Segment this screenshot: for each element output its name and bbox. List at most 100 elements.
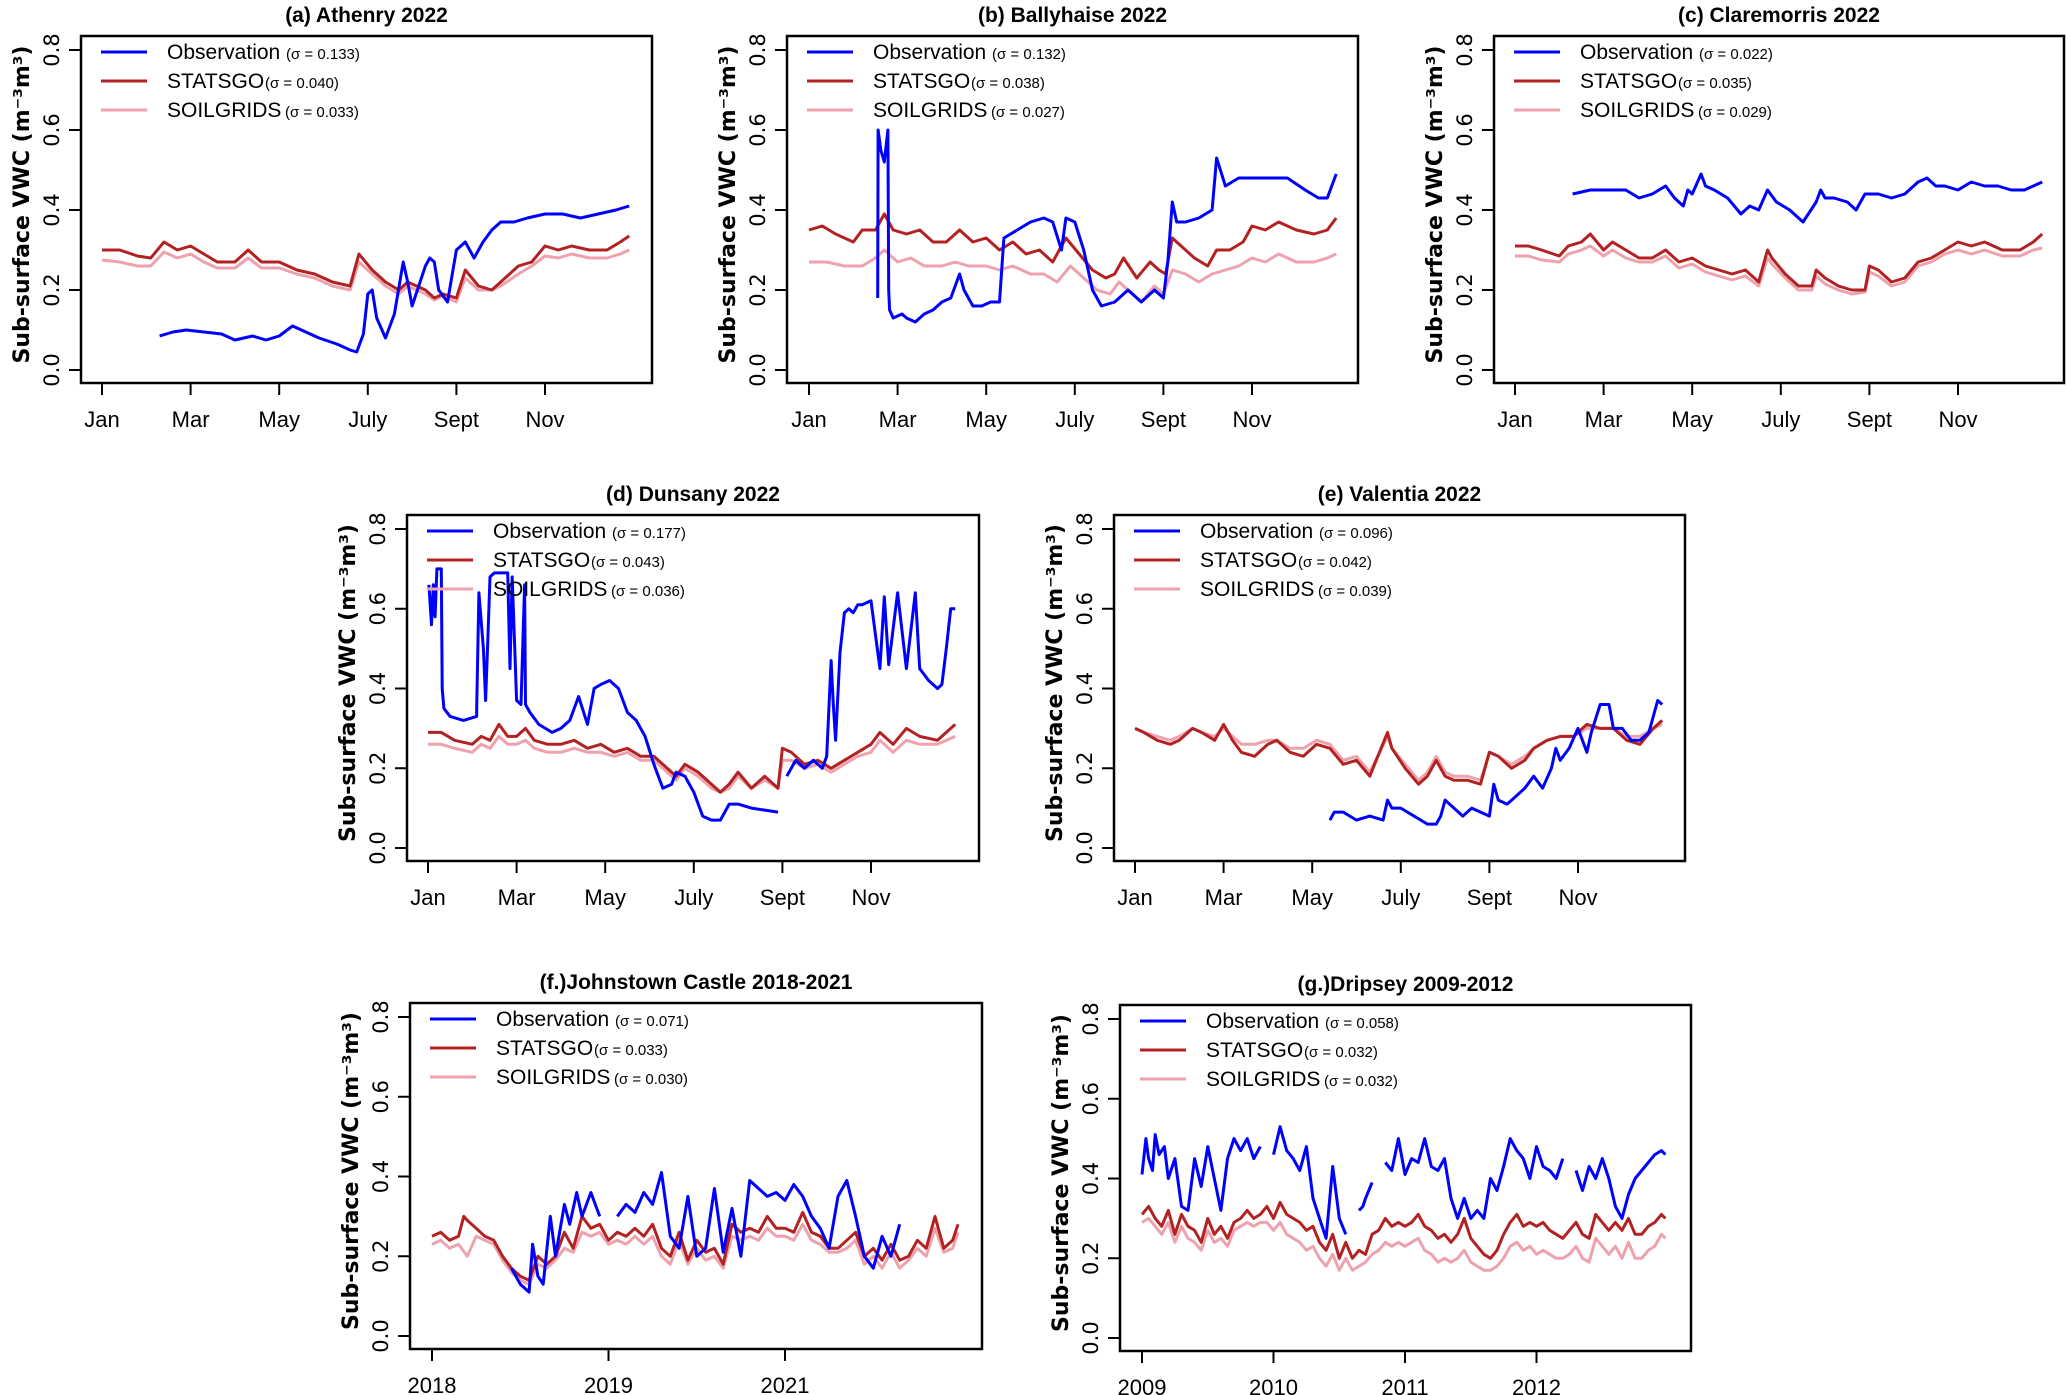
y-tick-label: 0.6 — [1453, 113, 1477, 146]
panel-d: (d) Dunsany 2022 0.0 0.2 0.4 0.6 0.8Sub-surfa… — [336, 483, 981, 910]
series-line-observation — [1328, 699, 1664, 826]
legend-label: STATSGO — [493, 549, 590, 572]
series-line-statsgo — [1134, 719, 1664, 786]
legend-sigma: (σ = 0.033) — [594, 1042, 668, 1059]
y-tick-label: 0.2 — [1079, 1242, 1103, 1275]
legend-label: SOILGRIDS — [1200, 578, 1314, 601]
series-line-statsgo — [102, 234, 631, 300]
legend-item-observation: Observation (σ = 0.133) — [101, 41, 360, 64]
legend-item-statsgo: STATSGO (σ = 0.038) — [807, 70, 1045, 93]
legend-item-soilgrids: SOILGRIDS (σ = 0.029) — [1514, 99, 1772, 122]
y-tick-label: 0.0 — [40, 353, 64, 386]
x-tick-label: Sept — [1467, 885, 1512, 910]
y-axis-label: Sub-surface VWC (m⁻³m³) — [1043, 524, 1068, 842]
x-tick-label: Nov — [1232, 407, 1271, 432]
y-axis-label: Sub-surface VWC (m⁻³m³) — [10, 46, 35, 364]
y-tick-label: 0.0 — [1453, 353, 1477, 386]
y-tick-label: 0.0 — [366, 831, 390, 864]
x-tick-label: Mar — [1205, 885, 1243, 910]
legend-label: STATSGO — [496, 1037, 593, 1060]
y-tick-label: 0.8 — [746, 33, 770, 66]
y-tick-label: 0.6 — [369, 1080, 393, 1113]
legend-item-soilgrids: SOILGRIDS (σ = 0.027) — [807, 99, 1065, 122]
legend-item-observation: Observation (σ = 0.177) — [427, 520, 686, 543]
legend-sigma: (σ = 0.043) — [591, 554, 665, 571]
series-line-soilgrids — [101, 248, 630, 304]
y-tick-label: 0.6 — [1073, 592, 1097, 625]
x-tick-label: May — [258, 407, 300, 432]
y-tick-label: 0.2 — [369, 1240, 393, 1273]
legend-sigma: (σ = 0.030) — [614, 1071, 688, 1088]
panel-title: (e) Valentia 2022 — [1318, 483, 1481, 506]
x-tick-label: Jan — [791, 407, 826, 432]
legend-label: Observation — [167, 41, 280, 64]
y-tick-label: 0.0 — [369, 1319, 393, 1352]
x-tick-label: 2021 — [761, 1373, 810, 1395]
series-line-soilgrids — [428, 734, 956, 794]
y-tick-label: 0.6 — [746, 113, 770, 146]
legend-label: STATSGO — [167, 70, 264, 93]
y-tick-label: 0.8 — [1079, 1002, 1103, 1035]
x-tick-label: 2011 — [1381, 1375, 1428, 1395]
legend-label: SOILGRIDS — [167, 99, 281, 122]
y-tick-label: 0.6 — [40, 113, 64, 146]
legend-sigma: (σ = 0.071) — [615, 1013, 689, 1030]
panel-title: (g.)Dripsey 2009-2012 — [1298, 973, 1514, 996]
panel-title: (d) Dunsany 2022 — [606, 483, 780, 506]
legend-item-soilgrids: SOILGRIDS (σ = 0.039) — [1134, 578, 1392, 601]
legend-item-statsgo: STATSGO (σ = 0.032) — [1140, 1039, 1378, 1062]
legend-label: STATSGO — [1206, 1039, 1303, 1062]
x-tick-label: Mar — [879, 407, 917, 432]
legend-item-statsgo: STATSGO (σ = 0.035) — [1514, 70, 1752, 93]
x-tick-label: Nov — [851, 885, 890, 910]
x-tick-label: 2019 — [584, 1373, 633, 1395]
series-line-observation — [1140, 1125, 1667, 1240]
y-axis-label: Sub-surface VWC (m⁻³m³) — [716, 46, 741, 364]
legend-sigma: (σ = 0.033) — [285, 104, 359, 121]
y-tick-label: 0.4 — [40, 193, 64, 226]
legend-sigma: (σ = 0.027) — [991, 104, 1065, 121]
legend-item-observation: Observation (σ = 0.058) — [1140, 1010, 1399, 1033]
x-tick-label: July — [1055, 407, 1094, 432]
legend-item-observation: Observation (σ = 0.132) — [807, 41, 1066, 64]
y-tick-label: 0.4 — [366, 672, 390, 705]
x-tick-label: 2012 — [1512, 1375, 1561, 1395]
x-tick-label: May — [1291, 885, 1333, 910]
legend-label: Observation — [1200, 520, 1313, 543]
y-axis-label: Sub-surface VWC (m⁻³m³) — [1423, 46, 1448, 364]
y-tick-label: 0.8 — [1453, 33, 1477, 66]
legend-item-soilgrids: SOILGRIDS (σ = 0.033) — [101, 99, 359, 122]
panel-title: (a) Athenry 2022 — [285, 4, 448, 27]
series-line-observation — [876, 128, 1338, 324]
legend-label: STATSGO — [1200, 549, 1297, 572]
legend-sigma: (σ = 0.038) — [971, 75, 1045, 92]
y-tick-label: 0.6 — [366, 592, 390, 625]
x-tick-label: Sept — [1141, 407, 1186, 432]
legend-item-observation: Observation (σ = 0.096) — [1134, 520, 1393, 543]
x-tick-label: 2018 — [408, 1373, 457, 1395]
y-tick-label: 0.8 — [369, 1000, 393, 1033]
series-line-soilgrids — [1515, 244, 2043, 296]
series-line-observation — [1572, 172, 2043, 224]
legend-label: Observation — [1580, 41, 1693, 64]
y-tick-label: 0.2 — [746, 273, 770, 306]
panel-title: (b) Ballyhaise 2022 — [978, 4, 1167, 27]
legend-item-soilgrids: SOILGRIDS (σ = 0.036) — [427, 578, 685, 601]
legend-item-observation: Observation (σ = 0.022) — [1514, 41, 1773, 64]
panel-c: (c) Claremorris 2022 0.0 0.2 0.4 0.6 0.8Sub-s… — [1423, 4, 2066, 432]
y-tick-label: 0.6 — [1079, 1082, 1103, 1115]
legend-item-statsgo: STATSGO (σ = 0.042) — [1134, 549, 1372, 572]
y-axis-label: Sub-surface VWC (m⁻³m³) — [1049, 1014, 1074, 1332]
series-line-soilgrids — [1134, 723, 1663, 782]
legend-label: SOILGRIDS — [496, 1066, 610, 1089]
y-tick-label: 0.4 — [1079, 1162, 1103, 1195]
panel-g: (g.)Dripsey 2009-2012 0.0 0.2 0.4 0.6 0.8Sub-… — [1049, 973, 1693, 1395]
y-tick-label: 0.4 — [1073, 672, 1097, 705]
legend-sigma: (σ = 0.029) — [1698, 104, 1772, 121]
x-tick-label: Mar — [498, 885, 536, 910]
x-tick-label: July — [348, 407, 387, 432]
panel-f: (f.)Johnstown Castle 2018-2021 0.0 0.2 0.4 0… — [339, 971, 984, 1395]
x-tick-label: Sept — [1847, 407, 1892, 432]
series-line-statsgo — [1140, 1200, 1667, 1260]
y-tick-label: 0.4 — [369, 1160, 393, 1193]
